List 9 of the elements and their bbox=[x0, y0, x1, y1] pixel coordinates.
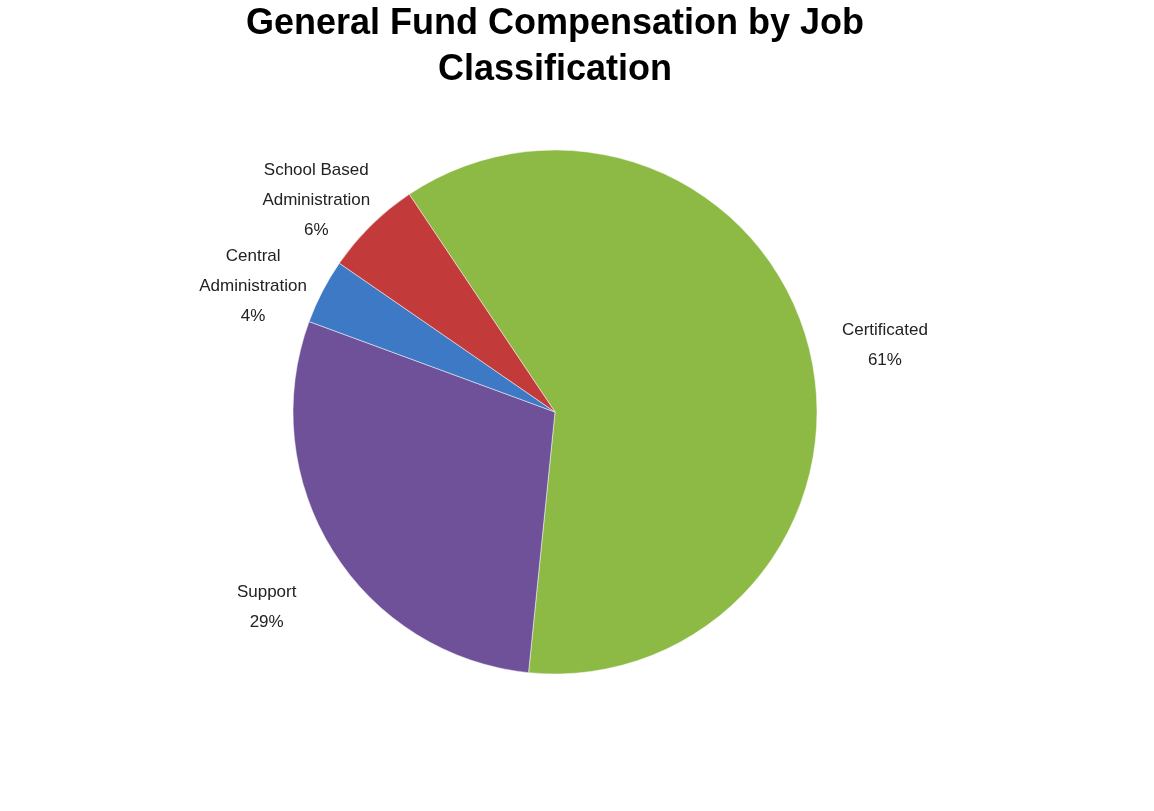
slice-label: Support bbox=[236, 582, 297, 602]
data-label: 6% bbox=[303, 219, 329, 239]
slice-label: School Based Administration bbox=[262, 159, 371, 209]
slice-label: Certificated bbox=[841, 319, 928, 339]
data-label: 29% bbox=[249, 612, 284, 632]
data-label: 4% bbox=[240, 305, 266, 325]
chart-title: General Fund Compensation by Job Classification bbox=[245, 1, 865, 88]
slice-label: Central Administration bbox=[199, 245, 307, 295]
data-label: 61% bbox=[867, 349, 902, 369]
